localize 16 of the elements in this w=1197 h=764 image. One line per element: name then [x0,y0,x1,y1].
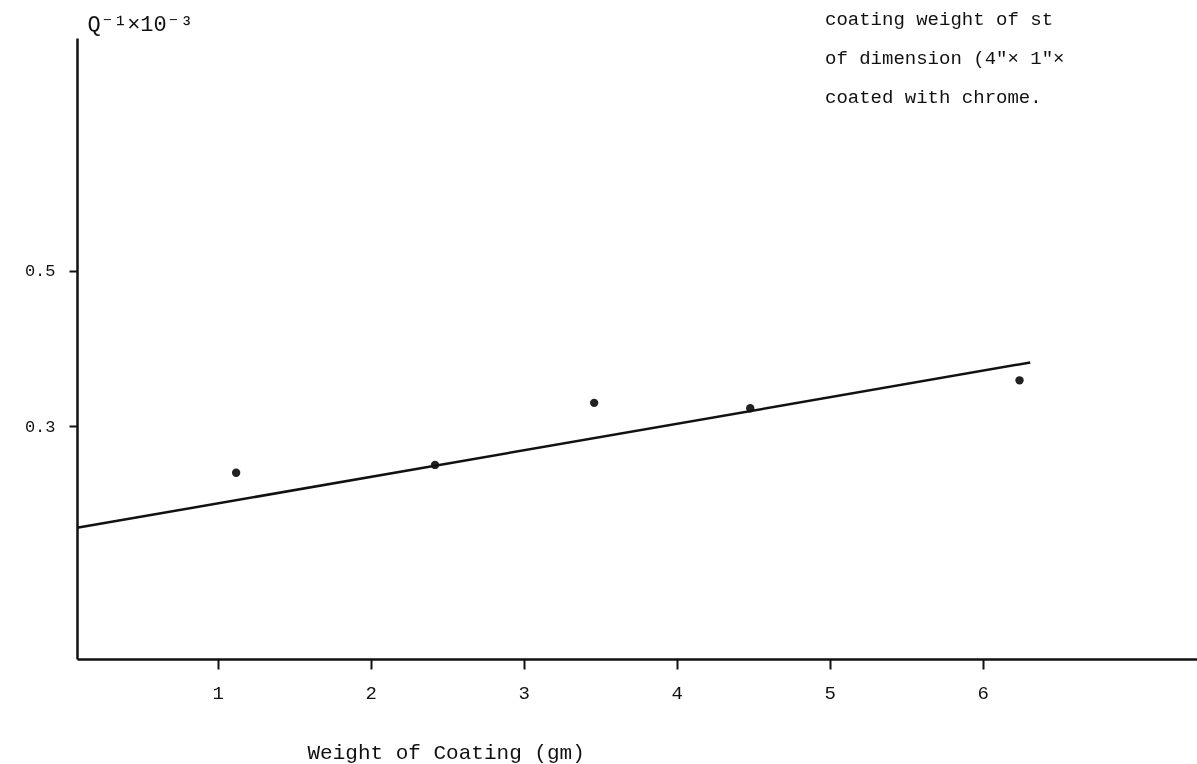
annotation: of dimension (4"× 1"× [825,48,1065,70]
x-tick-label: 2 [365,682,377,705]
point [1015,376,1024,385]
point [231,468,241,477]
point [589,398,599,408]
y-tick-label: 0.5 [24,262,56,282]
x-tick-label: 4 [671,682,683,705]
x-tick-label: 5 [824,682,836,705]
y-axis-title: Q⁻¹×10⁻³ [87,12,194,38]
annotation: coated with chrome. [825,87,1042,109]
text: coating weight of st [825,9,1054,31]
x-axis-title: Weight of Coating (gm) [307,741,585,764]
x-tick-label: 1 [212,682,224,705]
x-tick-label: 3 [518,682,530,705]
y-tick-label: 0.3 [24,417,56,437]
x-tick-label: 6 [977,682,989,705]
